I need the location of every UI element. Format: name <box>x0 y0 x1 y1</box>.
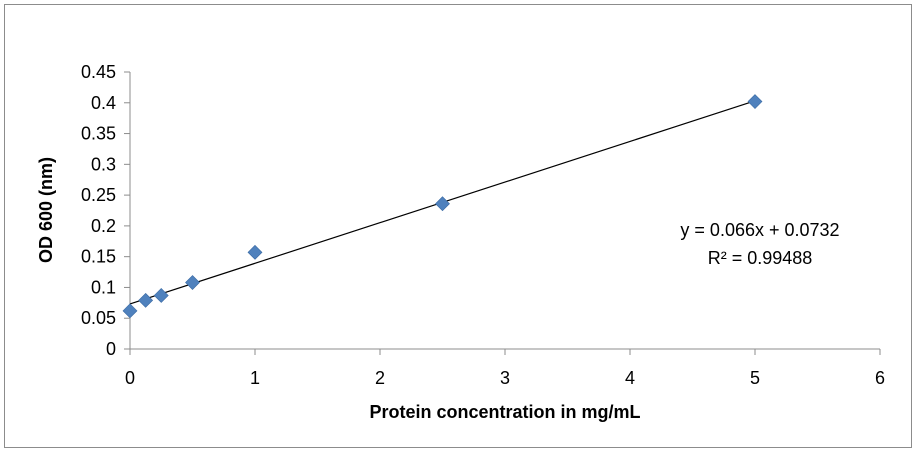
y-tick-label: 0.25 <box>81 185 116 205</box>
chart-frame <box>4 4 912 448</box>
trendline-equation: y = 0.066x + 0.0732 <box>680 220 839 240</box>
data-point <box>747 94 763 109</box>
y-tick-label: 0 <box>106 339 116 359</box>
x-tick-label: 6 <box>875 368 885 388</box>
x-tick-label: 1 <box>250 368 260 388</box>
y-tick-label: 0.3 <box>91 154 116 174</box>
y-tick-label: 0.45 <box>81 62 116 82</box>
x-tick-label: 0 <box>125 368 135 388</box>
y-tick-label: 0.05 <box>81 308 116 328</box>
data-point <box>435 196 450 212</box>
data-point <box>138 292 154 308</box>
x-tick-label: 5 <box>750 368 760 388</box>
y-tick-label: 0.2 <box>91 216 116 236</box>
x-tick-label: 3 <box>500 368 510 388</box>
y-tick-label: 0.15 <box>81 247 116 267</box>
y-tick-label: 0.35 <box>81 124 116 144</box>
y-axis-title: OD 600 (nm) <box>36 157 56 263</box>
trendline-r-squared: R² = 0.99488 <box>708 248 813 268</box>
x-tick-label: 2 <box>375 368 385 388</box>
x-axis-title: Protein concentration in mg/mL <box>369 402 640 422</box>
data-point <box>153 288 169 303</box>
y-tick-label: 0.1 <box>91 277 116 297</box>
y-tick-label: 0.4 <box>91 93 116 113</box>
x-tick-label: 4 <box>625 368 635 388</box>
data-point <box>122 303 138 319</box>
data-point <box>185 275 200 290</box>
plot-area: 0 0.05 0.1 0.15 0.2 0.25 0.3 0.35 0.4 0.45 0 1 2 3 4 5 6 <box>81 62 885 388</box>
data-point <box>247 244 263 260</box>
